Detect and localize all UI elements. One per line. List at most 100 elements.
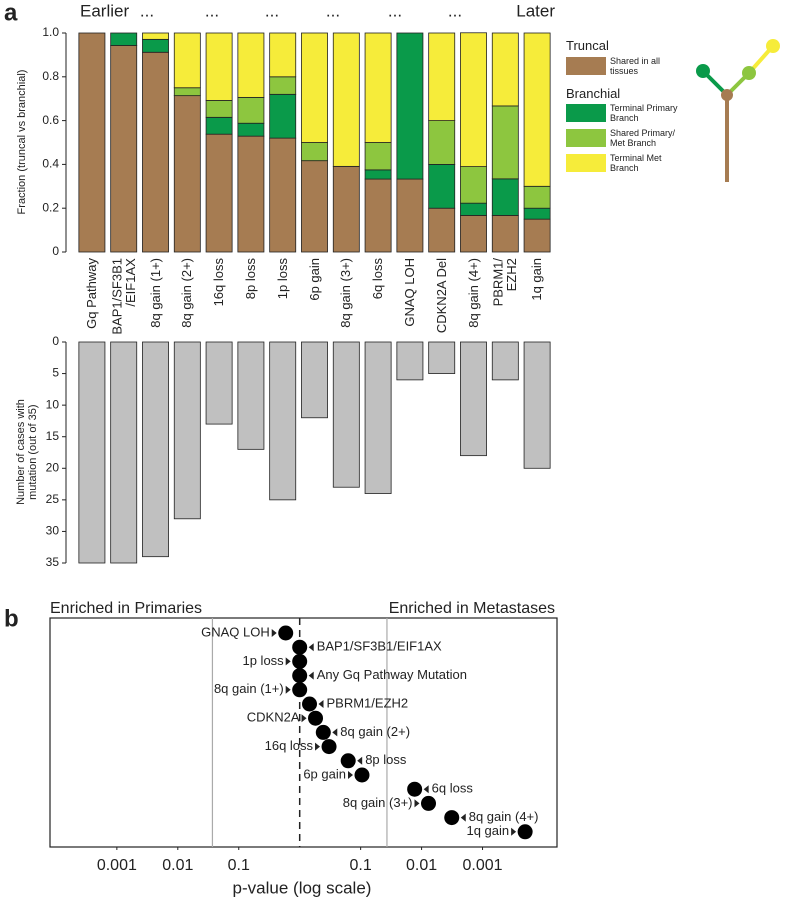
timeline-label: ...	[205, 1, 219, 20]
bar-segment	[523, 32, 551, 187]
x-tick-label: 8p loss	[243, 258, 259, 300]
bar-segment	[428, 120, 456, 165]
point-label: Any Gq Pathway Mutation	[317, 667, 467, 682]
tree-icon	[696, 39, 780, 182]
point-label: 16q loss	[265, 738, 314, 753]
point	[292, 653, 308, 669]
legend-title: Truncal	[566, 38, 609, 53]
bar	[428, 341, 456, 374]
legend-label: Shared in all tissues	[610, 56, 661, 77]
y-tick-label: 0.2	[42, 200, 59, 214]
bar-segment	[237, 96, 265, 124]
bar	[237, 341, 265, 450]
bar-segment	[269, 32, 297, 78]
bar-segment	[491, 215, 519, 253]
point-label: GNAQ LOH	[201, 624, 270, 639]
bar-segment	[142, 32, 169, 40]
x-axis-label: p-value (log scale)	[233, 878, 372, 897]
timeline-label: ...	[140, 1, 154, 20]
label-arrow	[308, 671, 314, 680]
bar	[364, 341, 392, 494]
point-label: 8q gain (2+)	[340, 724, 410, 739]
bar	[110, 341, 138, 564]
label-arrow	[423, 785, 429, 794]
point-label: 6q loss	[432, 781, 474, 796]
point	[292, 682, 308, 698]
y-tick-label: 10	[46, 397, 60, 411]
y-axis-label: Fraction (truncal vs branchial)	[16, 70, 28, 215]
label-arrow	[285, 657, 291, 666]
y-tick-label: 1.0	[42, 25, 59, 39]
label-arrow	[301, 714, 307, 723]
bar-segment	[301, 32, 328, 143]
point-label: 8p loss	[365, 752, 407, 767]
legend-swatch	[566, 57, 606, 75]
label-arrow	[285, 685, 291, 694]
bar-segment	[110, 45, 138, 253]
bar-segment	[237, 135, 265, 253]
bar-segment	[428, 207, 456, 253]
point	[315, 724, 331, 740]
legend-label: Terminal Primary Branch	[610, 103, 678, 124]
timeline-label: Later	[516, 1, 555, 20]
bar	[269, 341, 297, 501]
bar-segment	[205, 100, 233, 118]
x-tick-label: CDKN2A Del	[433, 258, 449, 334]
x-tick-label: 6q loss	[370, 258, 386, 300]
y-axis-label: Number of cases with mutation (out of 35…	[14, 399, 39, 505]
x-tick-label: 8q gain (3+)	[338, 258, 354, 328]
bar-segment	[428, 163, 456, 209]
label-arrow	[315, 742, 321, 751]
point	[292, 639, 308, 655]
bar-segment	[364, 178, 392, 253]
label-arrow	[308, 643, 314, 652]
point-label: 8q gain (4+)	[469, 809, 539, 824]
bar	[332, 341, 360, 488]
bar-segment	[269, 76, 297, 95]
label-arrow	[357, 756, 363, 765]
bar-segment	[142, 38, 169, 53]
point	[321, 739, 337, 755]
x-tick-label: 8q gain (2+)	[179, 258, 195, 328]
bar-segment	[364, 169, 392, 180]
label-arrow	[332, 728, 338, 737]
x-tick-label: Gq Pathway	[84, 258, 100, 329]
x-tick-label: 1q gain	[529, 258, 545, 301]
panel-label: a	[4, 0, 18, 26]
point-label: 6p gain	[303, 766, 346, 781]
legend-title: Branchial	[566, 86, 621, 101]
point	[302, 696, 318, 712]
x-tick-label: BAP1/SF3B1 /EIF1AX	[109, 258, 138, 335]
point	[407, 781, 423, 797]
panel-label: b	[4, 605, 19, 632]
bar	[205, 341, 233, 425]
point	[278, 625, 294, 641]
bar-segment	[173, 32, 201, 89]
label-arrow	[347, 771, 353, 779]
bar-segment	[205, 32, 233, 101]
x-tick-label: 0.1	[228, 857, 250, 874]
point	[354, 767, 370, 783]
bar-segment	[396, 178, 424, 253]
point-label: CDKN2A	[247, 710, 300, 725]
point-label: PBRM1/EZH2	[327, 695, 409, 710]
point	[517, 824, 533, 840]
y-tick-label: 30	[46, 524, 60, 538]
x-tick-label: PBRM1/ EZH2	[490, 258, 520, 307]
bar-segment	[110, 32, 138, 46]
legend-swatch	[566, 129, 606, 147]
y-tick-label: 35	[46, 555, 60, 569]
side-title: Enriched in Primaries	[50, 600, 202, 617]
bar	[396, 341, 424, 381]
timeline-label: ...	[448, 1, 462, 20]
x-tick-label: 8q gain (1+)	[147, 258, 163, 328]
bar-segment	[269, 93, 297, 139]
bar	[491, 341, 519, 381]
bar	[173, 341, 201, 520]
y-tick-label: 0.4	[42, 157, 59, 171]
y-tick-label: 0	[52, 334, 59, 348]
bar	[460, 341, 487, 457]
bar-segment	[364, 142, 392, 171]
x-tick-label: 6p gain	[306, 258, 322, 301]
